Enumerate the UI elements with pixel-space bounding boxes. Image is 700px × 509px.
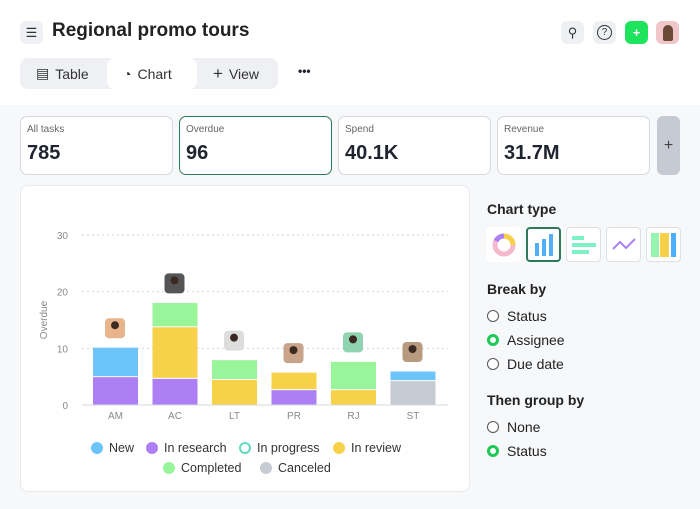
bar-segment-in-review[interactable] xyxy=(271,372,317,390)
add-button[interactable]: + xyxy=(625,21,648,44)
stacked-chart-icon xyxy=(650,232,676,257)
user-avatar[interactable] xyxy=(656,21,679,44)
tab-add-view[interactable]: + View xyxy=(213,63,260,83)
radio xyxy=(487,358,499,370)
chart-type-bar[interactable] xyxy=(566,227,601,262)
legend-label: In review xyxy=(351,441,402,455)
legend-item-canceled[interactable]: Canceled xyxy=(260,461,331,475)
y-tick-label: 20 xyxy=(57,288,69,299)
radio-checked xyxy=(487,445,499,457)
radio xyxy=(487,421,499,433)
legend-label: In progress xyxy=(257,441,320,455)
bar-segment-in-review[interactable] xyxy=(212,380,257,405)
y-tick-label: 30 xyxy=(57,231,69,242)
bar-segment-new[interactable] xyxy=(93,347,138,377)
break-by-due-date[interactable]: Due date xyxy=(487,356,564,372)
chart-type-line[interactable] xyxy=(606,227,641,262)
help-icon[interactable]: ? xyxy=(593,21,616,44)
group-by-none[interactable]: None xyxy=(487,419,540,435)
pie-chart-icon: ◔ xyxy=(123,65,132,82)
x-tick-label: AC xyxy=(168,411,182,422)
legend-swatch xyxy=(91,442,103,454)
hamburger-icon[interactable]: ☰ xyxy=(20,21,43,44)
y-axis-label: Overdue xyxy=(39,300,50,339)
chart-type-title: Chart type xyxy=(487,201,557,217)
legend-label: Completed xyxy=(181,461,242,475)
legend-label: New xyxy=(109,441,135,455)
legend-item-in-research[interactable]: In research xyxy=(146,441,227,455)
x-tick-label: PR xyxy=(287,411,301,422)
avatar-face xyxy=(349,335,357,344)
group-by-title: Then group by xyxy=(487,392,585,408)
bar-segment-in-research[interactable] xyxy=(152,378,198,405)
search-icon[interactable]: ⚲ xyxy=(561,21,584,44)
legend-item-in-review[interactable]: In review xyxy=(333,441,401,455)
bar-segment-new[interactable] xyxy=(390,371,436,381)
tab-table[interactable]: ▤ Table xyxy=(36,65,89,82)
x-tick-label: AM xyxy=(108,411,123,422)
metric-overdue[interactable]: Overdue 96 xyxy=(179,116,332,175)
tab-chart[interactable]: ◔ Chart xyxy=(107,58,197,89)
line-chart-icon xyxy=(611,237,636,250)
view-tabs: ▤ Table ◔ Chart + View xyxy=(20,58,278,89)
legend-swatch xyxy=(239,442,251,454)
bar-segment-completed[interactable] xyxy=(212,360,257,379)
legend-item-completed[interactable]: Completed xyxy=(163,461,241,475)
avatar-face xyxy=(289,346,298,355)
bar-segment-in-research[interactable] xyxy=(271,390,317,405)
bar-segment-completed[interactable] xyxy=(152,302,198,327)
legend-label: In research xyxy=(164,441,227,455)
y-tick-label: 10 xyxy=(57,344,69,355)
legend-swatch xyxy=(163,462,175,474)
x-tick-label: RJ xyxy=(347,411,359,422)
legend-label: Canceled xyxy=(278,461,331,475)
add-metric-button[interactable]: + xyxy=(657,116,680,175)
avatar-face xyxy=(230,333,238,342)
radio-checked xyxy=(487,334,499,346)
bar-segment-in-review[interactable] xyxy=(331,390,376,405)
bar-segment-completed[interactable] xyxy=(331,361,376,390)
metric-revenue[interactable]: Revenue 31.7M xyxy=(497,116,650,175)
legend-item-new[interactable]: New xyxy=(91,441,134,455)
legend-swatch xyxy=(260,462,272,474)
chart-card xyxy=(20,185,470,492)
break-by-status[interactable]: Status xyxy=(487,308,547,324)
legend-swatch xyxy=(146,442,158,454)
metric-spend[interactable]: Spend 40.1K xyxy=(338,116,491,175)
chart-type-stacked[interactable] xyxy=(646,227,681,262)
more-button[interactable]: ••• xyxy=(298,64,311,78)
legend-swatch xyxy=(333,442,345,454)
break-by-title: Break by xyxy=(487,281,547,297)
bar-chart-icon xyxy=(571,235,596,254)
bar-segment-in-research[interactable] xyxy=(93,377,138,405)
donut-icon xyxy=(492,233,515,256)
page-title: Regional promo tours xyxy=(52,20,250,41)
plus-icon: + xyxy=(213,63,223,83)
group-by-status[interactable]: Status xyxy=(487,443,547,459)
radio xyxy=(487,310,499,322)
bar-segment-in-review[interactable] xyxy=(152,327,198,378)
column-chart-icon xyxy=(534,233,553,256)
legend-item-in-progress[interactable]: In progress xyxy=(239,441,320,455)
x-tick-label: ST xyxy=(407,411,420,422)
bar-segment-canceled[interactable] xyxy=(390,381,436,405)
y-tick-label: 0 xyxy=(62,401,68,412)
chart-type-column[interactable] xyxy=(526,227,561,262)
metric-all-tasks[interactable]: All tasks 785 xyxy=(20,116,173,175)
x-tick-label: LT xyxy=(229,411,240,422)
avatar-face xyxy=(408,345,417,353)
table-icon: ▤ xyxy=(36,65,50,81)
avatar-face xyxy=(170,276,179,285)
avatar-face xyxy=(111,321,119,330)
chart-type-donut[interactable] xyxy=(486,227,521,262)
break-by-assignee[interactable]: Assignee xyxy=(487,332,565,348)
